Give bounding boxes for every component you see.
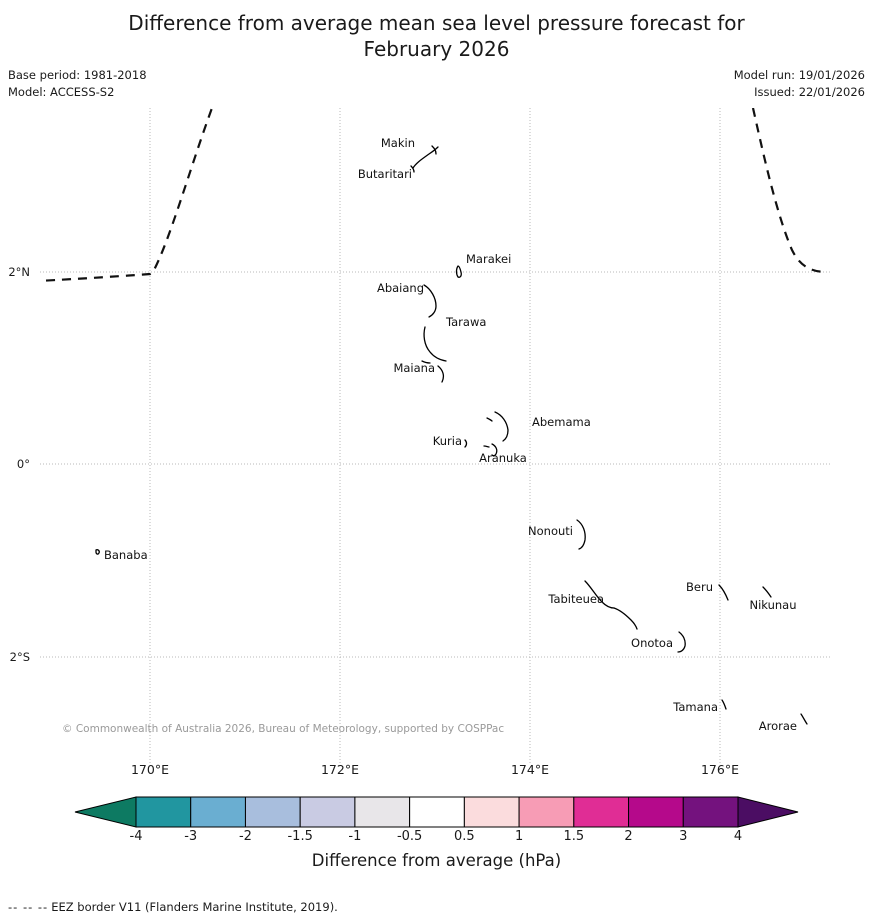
y-tick-label-1: 0° <box>16 457 30 471</box>
island-label-butaritari: Butaritari <box>358 167 412 181</box>
coastline-marakei <box>455 265 462 278</box>
colorbar-segment-9 <box>628 796 684 828</box>
colorbar-tick-3: -1.5 <box>287 829 313 844</box>
colorbar-tick-6: 0.5 <box>454 829 475 844</box>
map-canvas: Makin Butaritari Marakei Abaiang Tarawa Maian… <box>40 108 830 763</box>
island-label-marakei: Marakei <box>466 252 511 266</box>
coastline-onotoa <box>677 631 686 653</box>
issued-text: Issued: 22/01/2026 <box>754 85 865 99</box>
coastline-butaritari <box>412 146 439 169</box>
coastline-arorae <box>800 713 808 725</box>
colorbar-tick-11: 4 <box>733 829 743 844</box>
x-tick-label-0: 170°E <box>130 762 169 777</box>
map-plot-area[interactable]: Makin Butaritari Marakei Abaiang Tarawa Maian… <box>40 108 830 763</box>
island-label-maiana: Maiana <box>393 361 435 375</box>
colorbar-tick-5: -0.5 <box>396 829 423 844</box>
colorbar-segment-2 <box>244 796 301 828</box>
colorbar-segment-5 <box>409 796 465 828</box>
colorbar-tick-4: -1 <box>348 829 362 844</box>
colorbar-title: Difference from average (hPa) <box>311 851 562 870</box>
model-text: Model: ACCESS-S2 <box>8 85 115 99</box>
colorbar-tick-1: -3 <box>184 829 198 844</box>
coastline-tarawa <box>423 326 447 362</box>
island-label-makin: Makin <box>381 136 415 150</box>
colorbar-tick-2: -2 <box>238 829 252 844</box>
island-label-banaba: Banaba <box>104 548 148 562</box>
colorbar-tick-7: 1 <box>514 829 524 844</box>
island-label-nikunau: Nikunau <box>749 598 796 612</box>
coastline-nikunau <box>762 586 772 598</box>
coastline-maiana <box>437 365 445 383</box>
coastline-kuria <box>464 439 468 448</box>
colorbar-tick-10: 3 <box>679 829 688 844</box>
colorbar[interactable] <box>0 793 873 839</box>
colorbar-segment-0 <box>135 796 192 828</box>
colorbar-tick-8: 1.5 <box>563 829 585 844</box>
island-label-arorae: Arorae <box>759 719 797 733</box>
eez-dash-legend-icon: -- -- -- <box>8 900 49 914</box>
coastline-abaiang <box>423 284 437 318</box>
coastline-butaritari-spur <box>410 165 415 173</box>
footer-eez-note: -- -- -- EEZ border V11 (Flanders Marine … <box>8 900 338 914</box>
colorbar-segment-1 <box>190 796 246 828</box>
eez-border-west <box>40 108 214 282</box>
eez-border-east <box>751 108 825 274</box>
island-label-tamana: Tamana <box>672 700 718 714</box>
island-label-kuria: Kuria <box>433 434 462 448</box>
island-label-aranuka: Aranuka <box>479 451 527 465</box>
coastline-tarawa-south <box>421 360 431 364</box>
y-tick-label-2: 2°S <box>9 650 30 664</box>
y-tick-label-0: 2°N <box>8 265 30 279</box>
coastline-abemama <box>494 411 509 442</box>
colorbar-segment-8 <box>573 796 630 828</box>
base-period-text: Base period: 1981-2018 <box>8 68 147 82</box>
island-label-abaiang: Abaiang <box>377 281 424 295</box>
island-label-nonouti: Nonouti <box>528 524 573 538</box>
eez-border-lines <box>40 108 825 282</box>
coastline-tabiteuea-north <box>584 580 615 609</box>
colorbar-tick-labels: -4 -3 -2 -1.5 -1 -0.5 0.5 1 1.5 2 3 4 <box>0 829 873 849</box>
island-label-beru: Beru <box>686 580 713 594</box>
coastline-abemama-islet <box>486 417 493 422</box>
coastline-tamana <box>721 699 727 710</box>
coastline-aranuka-islet <box>483 445 490 448</box>
island-label-tabiteuea: Tabiteuea <box>547 592 604 606</box>
coastline-aranuka <box>491 443 498 457</box>
island-coastlines <box>95 145 808 725</box>
colorbar-segment-3 <box>299 796 356 828</box>
colorbar-segment-10 <box>682 796 739 828</box>
colorbar-segment-7 <box>518 796 575 828</box>
colorbar-tick-9: 2 <box>624 829 633 844</box>
coastline-beru <box>718 584 729 601</box>
coastline-banaba <box>95 549 100 555</box>
x-tick-label-1: 172°E <box>320 762 359 777</box>
colorbar-tick-0: -4 <box>129 829 143 844</box>
copyright-text: © Commonwealth of Australia 2026, Bureau… <box>62 723 505 735</box>
model-run-text: Model run: 19/01/2026 <box>733 68 865 82</box>
island-label-tarawa: Tarawa <box>445 315 486 329</box>
island-label-onotoa: Onotoa <box>631 636 673 650</box>
colorbar-segment-6 <box>463 796 520 828</box>
colorbar-segment-4 <box>354 796 411 828</box>
coastline-tabiteuea-south <box>613 607 638 630</box>
colorbar-extend-min-arrow <box>74 796 137 828</box>
header-meta-left: Base period: 1981-2018 Model: ACCESS-S2 <box>8 67 147 101</box>
x-tick-label-2: 174°E <box>510 762 549 777</box>
colorbar-extend-max-arrow <box>737 796 799 828</box>
page-title: Difference from average mean sea level p… <box>128 11 745 61</box>
coastline-nonouti <box>576 519 586 550</box>
colorbar-canvas <box>74 796 799 828</box>
island-label-abemama: Abemama <box>532 415 591 429</box>
footer-text: EEZ border V11 (Flanders Marine Institut… <box>51 900 338 914</box>
map-gridlines <box>40 108 830 763</box>
header-meta-right: Model run: 19/01/2026 Issued: 22/01/2026 <box>734 67 865 101</box>
x-tick-label-3: 176°E <box>700 762 739 777</box>
colorbar-segments <box>74 796 799 828</box>
island-label-group: Makin Butaritari Marakei Abaiang Tarawa Maian… <box>104 136 797 733</box>
